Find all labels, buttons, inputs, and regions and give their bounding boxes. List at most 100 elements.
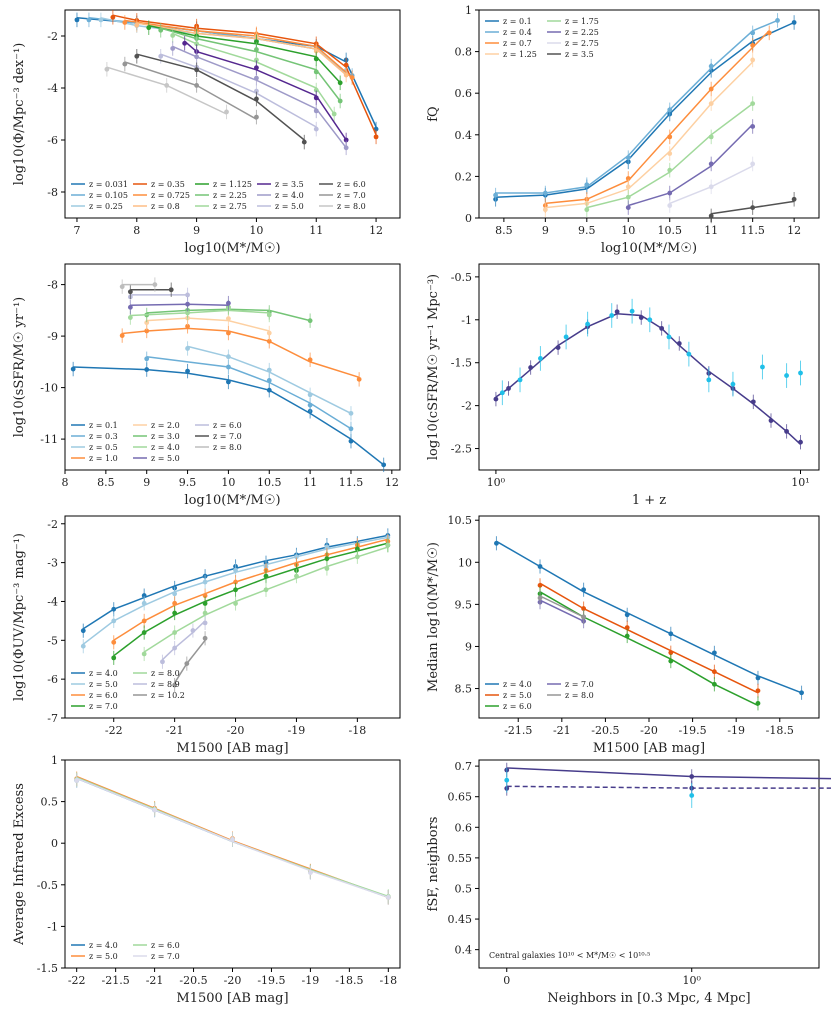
x-tick-label: 10⁰ [683, 974, 702, 987]
y-axis-label: fSF, neighbors [426, 817, 441, 912]
data-point [629, 308, 635, 314]
legend-label: z = 0.3 [89, 432, 118, 441]
data-point [127, 315, 133, 320]
x-axis-label: M1500 [AB mag] [176, 991, 288, 1006]
data-point [74, 17, 80, 23]
legend-label: z = 4.0 [89, 669, 118, 678]
series-line [113, 542, 388, 657]
data-point [708, 184, 714, 190]
data-point [708, 63, 714, 69]
series-line [506, 785, 831, 789]
data-point [141, 630, 147, 635]
data-point [784, 428, 789, 434]
data-point [254, 39, 259, 45]
x-tick-label: 11.5 [339, 476, 364, 489]
data-point [185, 292, 190, 298]
data-point [686, 351, 692, 357]
data-point [70, 366, 76, 372]
data-point [185, 346, 190, 351]
legend-label: z = 6.0 [89, 691, 118, 700]
data-point [152, 807, 157, 813]
data-point [266, 377, 272, 383]
legend-label: z = 0.7 [503, 39, 532, 48]
y-tick-label: 0.5 [41, 796, 59, 809]
data-point [537, 564, 543, 569]
y-tick-label: -11 [40, 433, 58, 446]
axes-frame [478, 759, 820, 969]
panel-p6: -21.5 -21 -20.5 -20 -19.5 -19 -18.5 8.5 9 9.5 10 10… [426, 514, 820, 756]
data-point [119, 284, 125, 290]
y-tick-label: -6 [47, 673, 58, 686]
legend-label: z = 8.0 [151, 669, 180, 678]
legend-label: z = 0.105 [89, 191, 128, 200]
data-point [625, 194, 631, 200]
data-point [194, 67, 200, 73]
axes-frame [478, 263, 820, 471]
legend-label: z = 0.725 [151, 191, 190, 200]
y-tick-label: 0.4 [455, 129, 473, 142]
x-tick-label: 11.5 [740, 224, 765, 237]
data-point [537, 595, 543, 601]
data-point [348, 426, 354, 432]
legend-label: z = 6.0 [503, 702, 532, 711]
y-tick-label: -6 [47, 134, 58, 147]
data-point [755, 700, 761, 706]
data-point [307, 402, 313, 408]
data-point [349, 75, 355, 80]
y-axis-label: log10(Φ/Mpc⁻³ dex⁻¹) [12, 43, 27, 186]
data-point [141, 593, 147, 598]
data-point [313, 56, 319, 62]
data-point [750, 101, 756, 106]
series-line [130, 303, 229, 306]
data-point [158, 27, 164, 33]
legend-label: z = 6.0 [151, 941, 180, 950]
x-tick-label: -20 [640, 724, 658, 737]
x-tick-label: 10.5 [657, 224, 682, 237]
y-tick-label: -5 [47, 634, 58, 647]
series-line [495, 313, 802, 445]
data-point [202, 610, 208, 616]
series-line [113, 538, 388, 641]
data-point [233, 567, 238, 573]
data-point [348, 438, 354, 444]
y-tick-label: -9 [47, 330, 58, 343]
y-tick-label: -4 [47, 595, 58, 608]
data-point [254, 47, 259, 52]
data-point [144, 328, 150, 334]
data-point [202, 620, 208, 626]
x-tick-label: 9 [143, 476, 150, 489]
data-point [791, 196, 797, 202]
legend-label: z = 1.125 [213, 180, 252, 189]
data-point [337, 80, 343, 86]
data-point [676, 341, 682, 346]
legend-label: z = 5.0 [89, 952, 118, 961]
data-point [711, 669, 717, 675]
series-line [495, 19, 778, 194]
data-point [324, 556, 330, 562]
x-tick-label: -19.5 [257, 974, 285, 987]
data-point [144, 320, 150, 326]
y-tick-label: 0 [465, 212, 472, 225]
data-point [799, 690, 804, 696]
data-point [563, 334, 569, 340]
data-point [385, 542, 391, 548]
x-tick-label: -19.5 [678, 724, 706, 737]
data-point [755, 688, 761, 694]
data-point [144, 367, 150, 372]
y-tick-label: -2 [461, 400, 472, 413]
series-line [161, 620, 206, 661]
legend-label: z = 0.1 [503, 17, 532, 26]
series-line [496, 540, 802, 694]
data-point [172, 645, 178, 651]
axes-frame [64, 263, 401, 471]
series-line [506, 767, 831, 780]
y-tick-label: 10 [458, 556, 472, 569]
data-point [172, 610, 178, 616]
data-point [581, 587, 587, 593]
data-point [111, 618, 117, 624]
x-tick-label: 10 [221, 476, 235, 489]
data-point [110, 14, 116, 20]
y-axis-label: Median log10(M*/M☉) [426, 542, 441, 692]
x-axis-label: M1500 [AB mag] [593, 741, 705, 756]
y-tick-label: 0.2 [455, 170, 473, 183]
